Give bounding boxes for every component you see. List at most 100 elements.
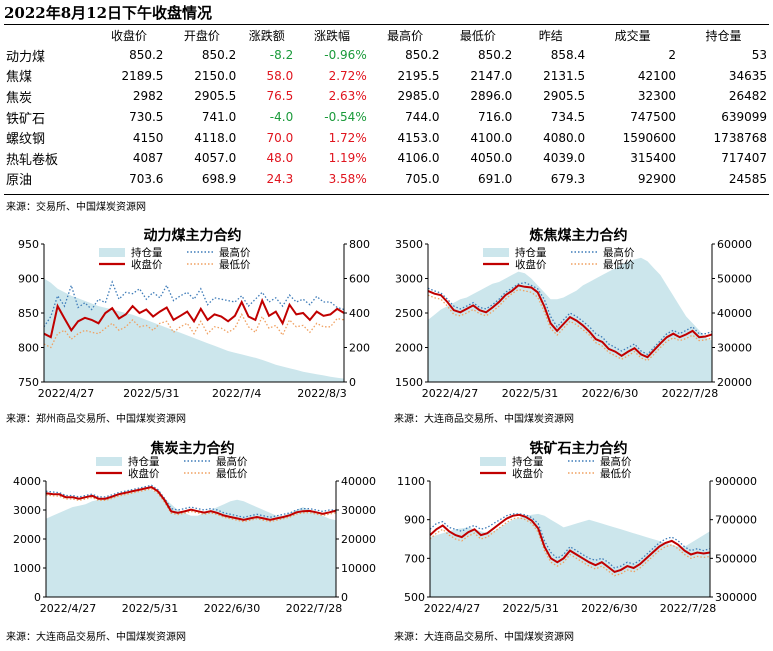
right-tick-label: 30000 xyxy=(341,504,376,517)
table-cell-chg: 48.0 xyxy=(266,151,294,166)
legend-label: 最低价 xyxy=(600,467,632,480)
table-cell-chg: 76.5 xyxy=(266,89,294,104)
chart-source: 来源：郑州商品交易所、中国煤炭资源网 xyxy=(6,414,186,425)
right-tick-label: 600 xyxy=(349,273,370,286)
row-name-cell: 铁矿石 xyxy=(6,111,46,127)
table-header-cell: 昨结 xyxy=(538,28,563,43)
legend-label: 收盘价 xyxy=(128,467,160,480)
table-cell-vol: 747500 xyxy=(630,110,677,125)
table-cell-low: 691.0 xyxy=(477,171,513,186)
table-top-rule xyxy=(4,24,769,25)
table-cell-high: 850.2 xyxy=(405,48,440,63)
table-cell-close: 703.6 xyxy=(129,171,164,186)
right-tick-label: 400 xyxy=(349,307,370,320)
legend-label: 最低价 xyxy=(216,467,248,480)
row-name-cell: 焦煤 xyxy=(6,70,33,86)
table-header-cell: 最低价 xyxy=(459,28,496,43)
row-name-cell: 原油 xyxy=(6,173,33,189)
legend-label: 最高价 xyxy=(219,246,251,259)
table-cell-low: 716.0 xyxy=(477,110,513,125)
table-cell-settle: 858.4 xyxy=(550,48,586,63)
left-tick-label: 1000 xyxy=(13,562,41,575)
legend-label: 最高价 xyxy=(600,455,632,468)
table-row: 动力煤 850.2 850.2 -8.2 -0.96% 850.2 850.2 858.4 2 5… xyxy=(4,45,769,66)
right-tick-label: 40000 xyxy=(717,307,752,320)
chart-source: 来源：大连商品交易所、中国煤炭资源网 xyxy=(394,632,574,643)
table-cell-open: 4118.0 xyxy=(194,130,237,145)
chart-source: 来源：大连商品交易所、中国煤炭资源网 xyxy=(394,414,574,425)
left-tick-label: 1100 xyxy=(397,475,425,488)
table-header-row: 收盘价 开盘价 涨跌额 涨跌幅 最高价 最低价 昨结 成交量 持仓量 xyxy=(4,25,769,45)
left-tick-label: 0 xyxy=(34,591,41,604)
left-tick-label: 750 xyxy=(18,376,39,389)
table-header-cell xyxy=(4,25,93,45)
table-cell-high: 2195.5 xyxy=(397,68,440,83)
table-cell-pct: 1.19% xyxy=(328,151,367,166)
low-price-line xyxy=(427,288,713,362)
table-cell-close: 2189.5 xyxy=(121,68,164,83)
row-name-cell: 焦炭 xyxy=(6,90,33,106)
chart-title: 铁矿石主力合约 xyxy=(530,440,628,457)
table-header-cell: 开盘价 xyxy=(183,28,220,43)
legend-label: 最低价 xyxy=(603,258,635,271)
x-tick-label: 2022/4/27 xyxy=(38,387,94,400)
right-tick-label: 60000 xyxy=(717,238,752,251)
right-tick-label: 300000 xyxy=(715,591,757,604)
row-name-cell: 动力煤 xyxy=(6,49,46,65)
table-cell-chg: -8.2 xyxy=(269,48,294,63)
high-price-line xyxy=(427,281,713,356)
table-cell-open: 2905.5 xyxy=(194,89,237,104)
table-cell-vol: 92900 xyxy=(637,171,677,186)
table-cell-settle: 679.3 xyxy=(550,171,586,186)
table-cell-pct: -0.96% xyxy=(324,48,367,63)
table-cell-oi: 1738768 xyxy=(713,130,767,145)
close-price-line xyxy=(427,284,713,359)
table-cell-pct: 1.72% xyxy=(328,130,367,145)
right-tick-label: 800 xyxy=(349,238,370,251)
low-price-line xyxy=(429,517,711,577)
legend-label: 持仓量 xyxy=(128,455,160,468)
x-tick-label: 2022/4/27 xyxy=(40,602,96,615)
table-cell-oi: 34635 xyxy=(728,68,767,83)
left-tick-label: 3500 xyxy=(395,238,423,251)
x-tick-label: 2022/7/28 xyxy=(662,387,718,400)
chart-coke: 焦炭主力合约0100020003000400001000020000300004… xyxy=(13,440,376,615)
row-name-cell: 螺纹钢 xyxy=(6,132,46,148)
table-cell-chg: 70.0 xyxy=(266,130,294,145)
table-header-cell: 涨跌幅 xyxy=(313,28,350,43)
legend-label: 收盘价 xyxy=(131,258,163,271)
table-row: 焦煤 2189.5 2150.0 58.0 2.72% 2195.5 2147.0 2131.… xyxy=(4,66,769,87)
right-tick-label: 30000 xyxy=(717,342,752,355)
table-cell-high: 705.0 xyxy=(405,171,440,186)
left-tick-label: 3000 xyxy=(395,273,423,286)
table-cell-low: 2896.0 xyxy=(470,89,513,104)
table-cell-open: 4057.0 xyxy=(194,151,237,166)
legend-label: 持仓量 xyxy=(512,455,544,468)
row-name-cell: 热轧卷板 xyxy=(6,152,59,168)
high-price-line xyxy=(429,513,711,569)
right-tick-label: 20000 xyxy=(717,376,752,389)
table-cell-high: 4106.0 xyxy=(397,151,440,166)
x-tick-label: 2022/6/30 xyxy=(581,602,637,615)
right-tick-label: 700000 xyxy=(715,514,757,527)
high-price-line xyxy=(43,280,345,328)
table-cell-vol: 315400 xyxy=(630,151,677,166)
table-cell-close: 4150 xyxy=(132,130,164,145)
table-row: 铁矿石 730.5 741.0 -4.0 -0.54% 744.0 716.0 734.5 74… xyxy=(4,107,769,128)
legend-label: 最低价 xyxy=(219,258,251,271)
table-cell-low: 850.2 xyxy=(477,48,513,63)
right-tick-label: 500000 xyxy=(715,552,757,565)
chart-thermal-coal: 动力煤主力合约 750 800 850 900 950 0 200 400 600 800 2022/… xyxy=(18,227,370,400)
table-cell-open: 2150.0 xyxy=(194,68,237,83)
x-tick-label: 2022/5/31 xyxy=(502,602,558,615)
close-price-line xyxy=(45,486,337,521)
table-cell-close: 850.2 xyxy=(129,48,164,63)
table-cell-high: 4153.0 xyxy=(397,130,440,145)
table-cell-oi: 717407 xyxy=(721,151,767,166)
table-cell-oi: 24585 xyxy=(728,171,767,186)
high-price-line xyxy=(45,484,336,518)
legend-swatch-open-interest xyxy=(96,457,122,466)
right-tick-label: 10000 xyxy=(341,562,376,575)
left-tick-label: 1500 xyxy=(395,376,423,389)
right-tick-label: 40000 xyxy=(341,475,376,488)
